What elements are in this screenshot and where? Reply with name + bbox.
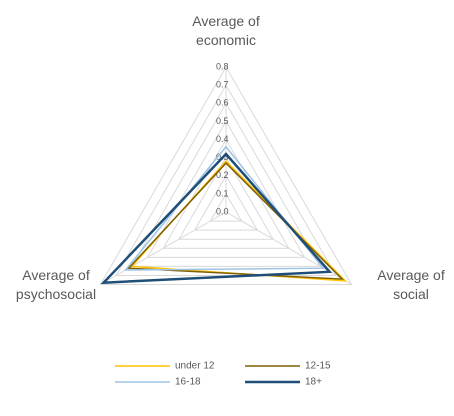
grid-line [99, 66, 353, 285]
grid-line [193, 174, 259, 231]
grid-line [115, 84, 337, 276]
grid-line [209, 192, 243, 222]
legend-label: under 12 [175, 361, 215, 372]
axis-spoke [100, 211, 227, 285]
tick-label: 0.2 [216, 170, 229, 180]
grid-line [130, 102, 322, 267]
tick-label: 0.8 [216, 61, 229, 71]
axis-label: Average of social [377, 267, 445, 302]
legend-label: 18+ [305, 377, 322, 388]
tick-label: 0.0 [216, 206, 229, 216]
series-line [100, 152, 333, 285]
legend-label: 16-18 [175, 377, 201, 388]
grid-line [178, 156, 274, 240]
grid-line [146, 120, 306, 258]
tick-label: 0.6 [216, 98, 229, 108]
tick-label: 0.1 [216, 188, 229, 198]
tick-label: 0.5 [216, 116, 229, 126]
axis-label: Average of economic [192, 13, 260, 48]
axis-label: Average of psychosocial [15, 267, 97, 302]
tick-label: 0.7 [216, 80, 229, 90]
tick-label: 0.4 [216, 134, 229, 144]
legend-label: 12-15 [305, 361, 331, 372]
